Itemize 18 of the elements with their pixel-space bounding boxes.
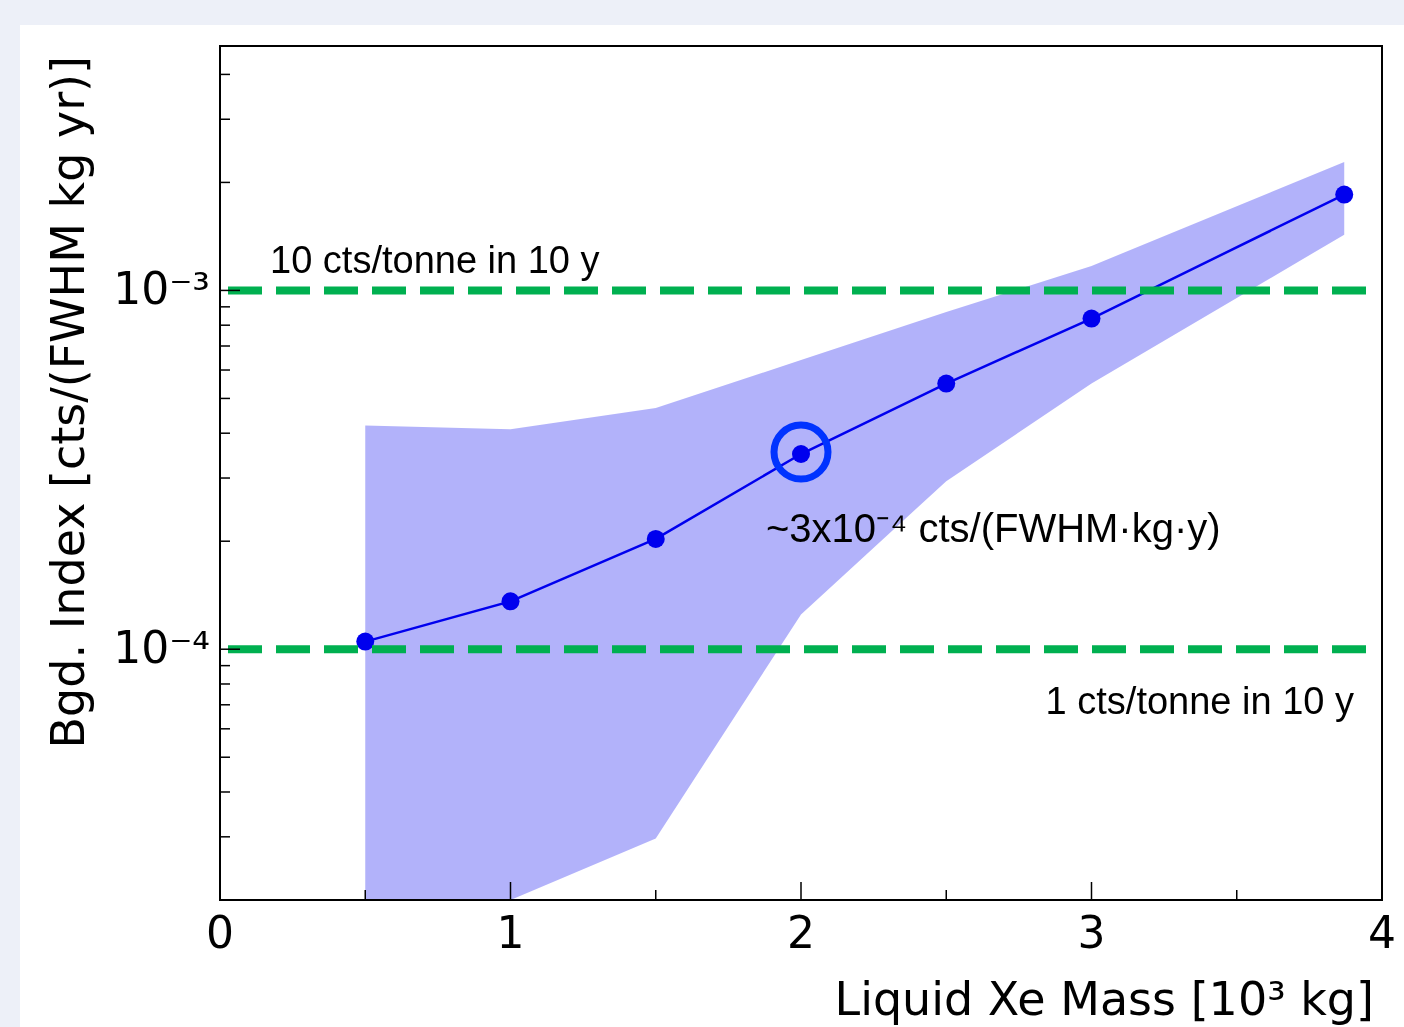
point — [646, 529, 665, 548]
x-tick-label: 2 — [787, 907, 815, 958]
x-axis-title: Liquid Xe Mass [10³ kg] — [834, 972, 1374, 1026]
y-tick-label: 10⁻⁴ — [113, 622, 210, 674]
ref-line-label: 1 cts/tonne in 10 y — [1045, 680, 1354, 723]
y-tick-label: 10⁻³ — [113, 263, 210, 315]
x-tick-label: 3 — [1077, 907, 1106, 958]
point — [356, 632, 375, 651]
x-tick-label: 0 — [206, 907, 234, 958]
point — [937, 374, 956, 393]
x-tick-label: 1 — [496, 907, 525, 958]
point — [501, 592, 520, 611]
y-axis-title: Bgd. Index [cts/(FWHM kg yr)] — [41, 56, 95, 749]
x-tick-label: 4 — [1368, 907, 1396, 958]
annotation: ~3x10⁻⁴ cts/(FWHM·kg·y) — [766, 506, 1221, 551]
point — [1082, 309, 1101, 328]
point — [1335, 185, 1354, 204]
ref-line-label: 10 cts/tonne in 10 y — [270, 239, 600, 282]
